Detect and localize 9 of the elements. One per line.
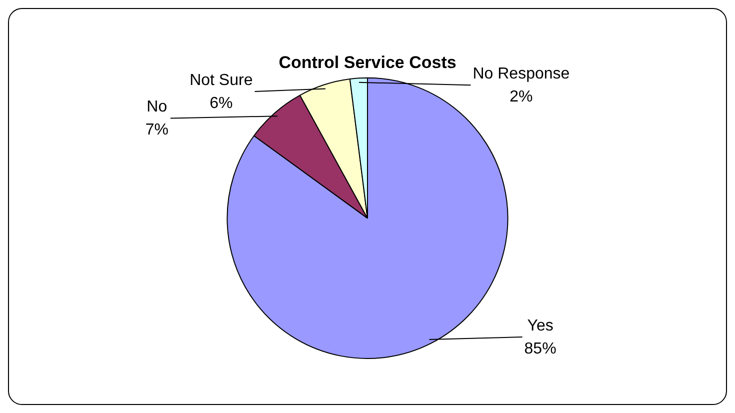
slice-label: No Response	[472, 66, 570, 83]
chart-title: Control Service Costs	[278, 52, 456, 72]
data-label: 85%	[524, 340, 556, 358]
data-label: 2%	[510, 88, 533, 106]
data-label: 6%	[210, 94, 233, 112]
slice-label: Yes	[527, 317, 554, 334]
slice-label: Not Sure	[190, 72, 253, 89]
data-label: 7%	[145, 122, 168, 139]
slice-label: No	[146, 98, 168, 116]
